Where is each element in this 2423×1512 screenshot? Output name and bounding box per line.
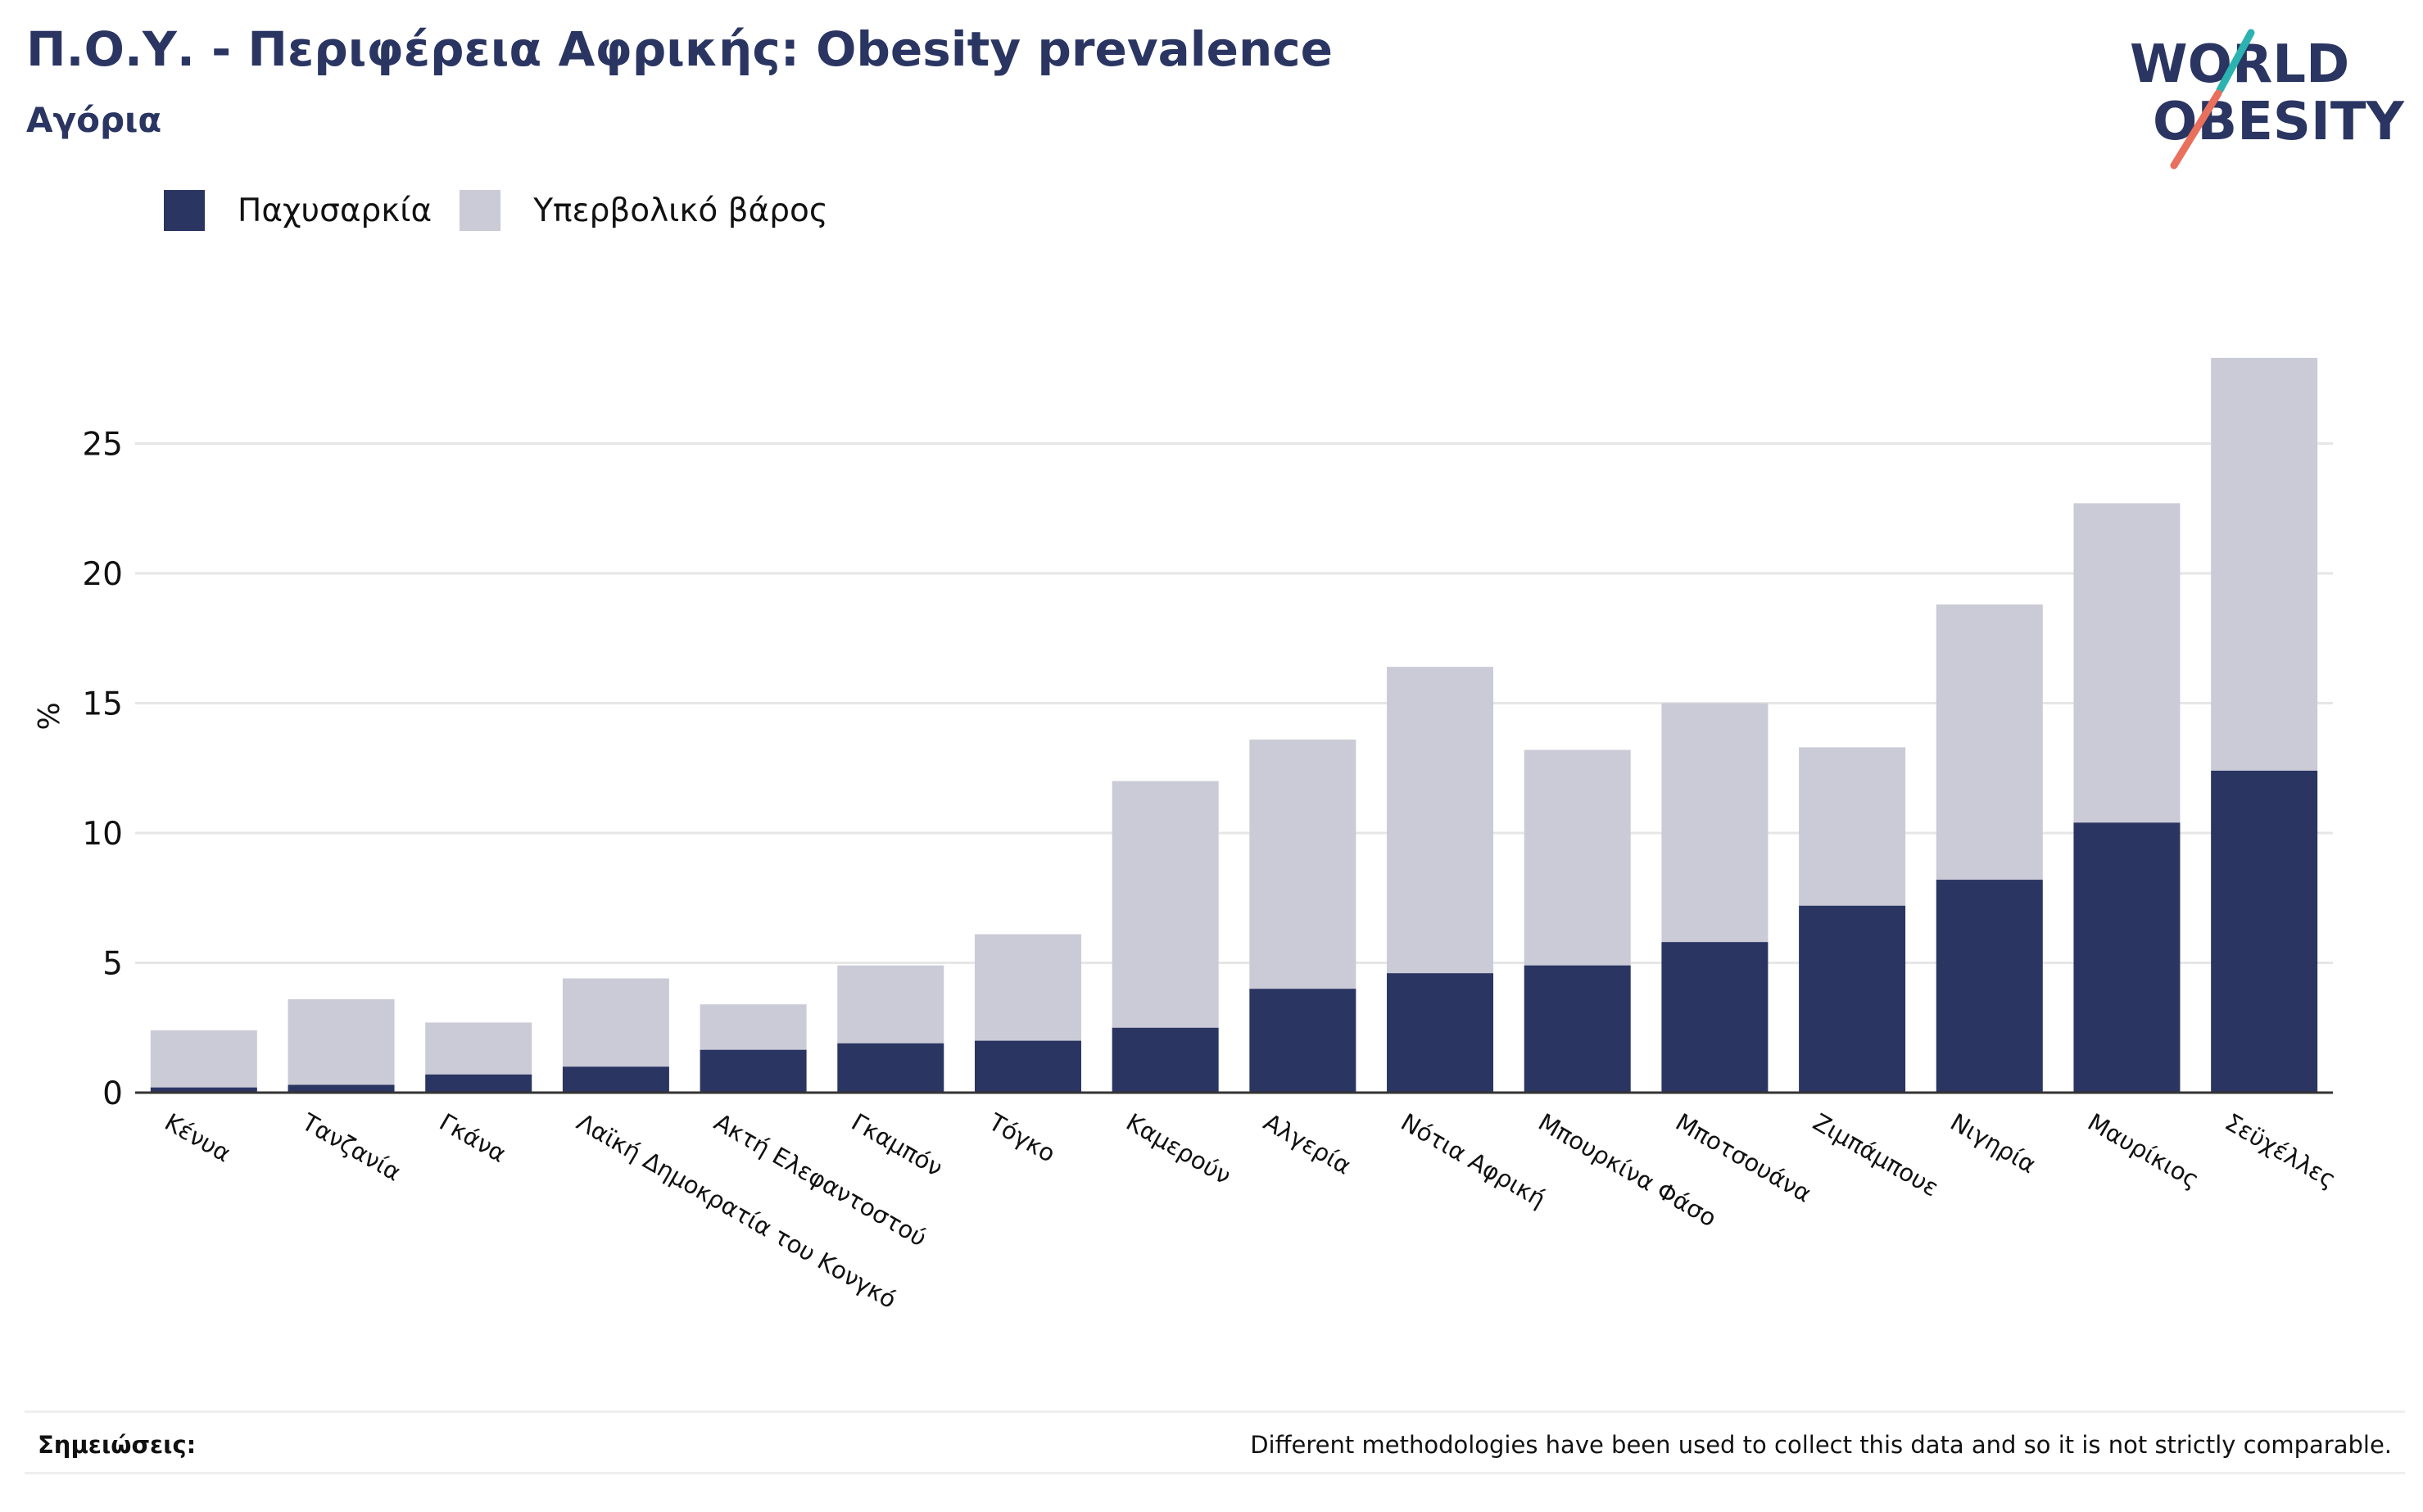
bar-obesity: [1249, 989, 1356, 1093]
logo-teal-slash: [2216, 29, 2255, 94]
bar-obesity: [150, 1087, 257, 1093]
bar-overweight: [1387, 667, 1494, 974]
notes-label: Σημειώσεις:: [38, 1431, 197, 1459]
bar-obesity: [1799, 905, 1906, 1093]
bar-overweight: [1799, 747, 1906, 906]
y-tick-label: 25: [82, 427, 123, 464]
bar-overweight: [288, 998, 395, 1085]
y-tick-label: 15: [82, 686, 123, 723]
x-tick-label: Καμερούν: [1121, 1108, 1235, 1190]
bar-overweight: [700, 1004, 807, 1050]
x-tick-label: Κένυα: [160, 1108, 235, 1168]
x-tick-label: Αλγερία: [1259, 1108, 1356, 1180]
y-tick-label: 0: [102, 1075, 123, 1112]
legend-item-obesity: Παχυσαρκία: [164, 190, 432, 231]
x-tick-label: Νιγηρία: [1945, 1108, 2040, 1179]
x-tick-label: Νότια Αφρική: [1397, 1108, 1551, 1213]
y-tick-label: 5: [102, 946, 123, 983]
legend-label-obesity: Παχυσαρκία: [238, 192, 433, 229]
x-tick-label: Τόγκο: [984, 1107, 1061, 1168]
bar-overweight: [837, 965, 944, 1043]
legend-swatch-obesity: [164, 190, 205, 231]
bar-obesity: [562, 1066, 669, 1093]
bar-obesity: [700, 1049, 807, 1093]
bar-overweight: [562, 978, 669, 1067]
bar-overweight: [1524, 749, 1631, 966]
chart-legend: Παχυσαρκία Υπερβολικό βάρος: [164, 190, 856, 231]
bar-overweight: [1249, 739, 1356, 989]
bar-overweight: [2073, 503, 2181, 823]
bar-obesity: [2211, 770, 2318, 1093]
x-tick-label: Μαυρίκιος: [2083, 1108, 2204, 1194]
bar-obesity: [288, 1084, 395, 1093]
y-tick-label: 10: [82, 816, 123, 853]
x-tick-label: Γκάνα: [435, 1108, 511, 1168]
bar-overweight: [1936, 604, 2043, 880]
bar-obesity: [1661, 942, 1769, 1093]
bar-obesity: [1112, 1027, 1219, 1093]
legend-item-overweight: Υπερβολικό βάρος: [460, 190, 828, 231]
chart-title: Π.Ο.Υ. - Περιφέρεια Αφρικής: Obesity pre…: [26, 21, 1333, 77]
bar-overweight: [425, 1022, 532, 1075]
bar-obesity: [974, 1040, 1081, 1093]
x-tick-label: Γκαμπόν: [847, 1108, 948, 1183]
bar-obesity: [1524, 965, 1631, 1093]
chart-subtitle: Αγόρια: [26, 100, 162, 140]
logo-coral-slash: [2170, 89, 2222, 170]
bar-obesity: [2073, 822, 2181, 1093]
bar-overweight: [974, 934, 1081, 1041]
logo-text-world: WORLD: [2130, 34, 2349, 95]
bar-overweight: [1661, 703, 1769, 943]
bar-obesity: [425, 1074, 532, 1093]
notes-text: Different methodologies have been used t…: [1250, 1431, 2392, 1459]
bar-obesity: [1936, 880, 2043, 1093]
bar-obesity: [1387, 973, 1494, 1093]
y-tick-label: 20: [82, 556, 123, 593]
x-tick-label: Ζιμπάμπουε: [1809, 1108, 1944, 1202]
logo-text-obesity: OBESITY: [2153, 92, 2404, 152]
bar-overweight: [150, 1030, 257, 1088]
world-obesity-logo: WORLD OBESITY: [2130, 25, 2408, 172]
legend-swatch-overweight: [460, 190, 501, 231]
x-tick-label: Σεϋχέλλες: [2221, 1108, 2341, 1194]
notes-bar: Σημειώσεις: Different methodologies have…: [25, 1410, 2405, 1474]
bar-overweight: [2211, 357, 2318, 771]
bar-overweight: [1112, 781, 1219, 1028]
y-axis-label: %: [33, 702, 66, 730]
x-tick-label: Τανζανία: [297, 1107, 405, 1186]
bar-obesity: [837, 1043, 944, 1093]
legend-label-overweight: Υπερβολικό βάρος: [533, 192, 828, 229]
